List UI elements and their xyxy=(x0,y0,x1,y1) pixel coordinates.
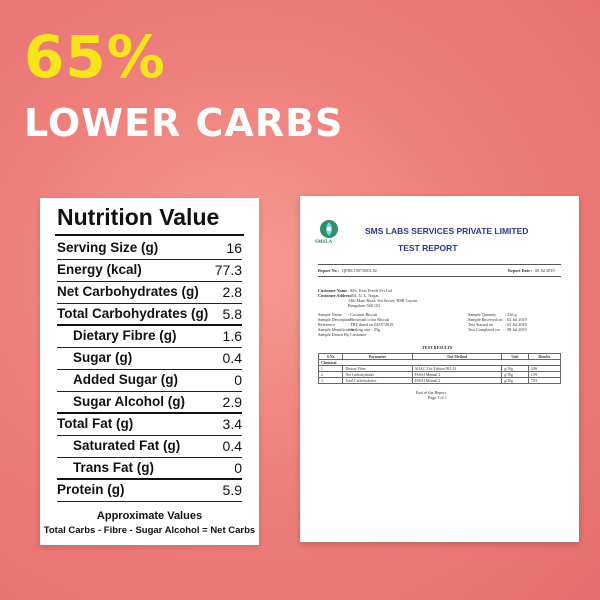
nutrition-row: Dietary Fibre (g) 1.6 xyxy=(57,326,242,348)
sample-name-label: Sample Name xyxy=(318,312,342,317)
sample-name: : Coconut Biscuit xyxy=(348,312,378,317)
received: : 02 Jul 2019 xyxy=(505,317,527,322)
headline-text: LOWER CARBS xyxy=(24,101,344,145)
cell-unit: g/10g xyxy=(501,377,529,384)
report-no-label: Report No : xyxy=(318,268,340,273)
nutrition-label: Serving Size (g) xyxy=(57,240,159,255)
cell-sno: 3 xyxy=(317,377,344,384)
nutrition-value: 5.9 xyxy=(222,482,242,498)
completed-label: Test Completed on xyxy=(468,327,500,332)
nutrition-row: Energy (kcal) 77.3 xyxy=(57,260,242,282)
nutrition-row: Sugar Alcohol (g) 2.9 xyxy=(57,392,242,414)
cell-method: FSSAI Manual 2 xyxy=(411,377,503,384)
report-company: SMS LABS SERVICES PRIVATE LIMITED xyxy=(365,226,529,236)
nutrition-label: Protein (g) xyxy=(57,482,125,497)
customer-name-label: Customer Name xyxy=(318,288,348,293)
nutrition-row: Added Sugar (g) 0 xyxy=(57,370,242,392)
identification: : Sealing size : 29g xyxy=(348,327,380,332)
nutrition-label: Sugar Alcohol (g) xyxy=(73,394,185,409)
nutrition-footer-formula: Total Carbs - Fibre - Sugar Alcohol = Ne… xyxy=(43,525,256,536)
nutrition-value: 1.6 xyxy=(222,328,242,344)
end-of-report: End of the Report xyxy=(416,390,446,395)
nutrition-row: Serving Size (g) 16 xyxy=(57,238,242,260)
customer-address-label: Customer Address xyxy=(318,293,351,298)
received-label: Sample Received on xyxy=(468,317,503,322)
nutrition-label: Energy (kcal) xyxy=(57,262,142,277)
nutrition-card: Nutrition Value Serving Size (g) 16 Energy… xyxy=(40,198,259,545)
customer-name: : M/s. Keto Foods Pvt Ltd xyxy=(348,288,392,293)
nutrition-value: 0.4 xyxy=(222,438,242,454)
report-divider-2 xyxy=(318,276,561,277)
nutrition-footer-approx: Approximate Values xyxy=(96,510,203,522)
identification-label: Sample Identification xyxy=(318,327,355,332)
nutrition-value: 77.3 xyxy=(214,262,242,278)
page-number: Page 1 of 1 xyxy=(428,395,447,400)
test-report-document: SMSLA SMS LABS SERVICES PRIVATE LIMITED … xyxy=(300,196,579,542)
nutrition-label: Saturated Fat (g) xyxy=(73,438,181,453)
nutrition-row: Saturated Fat (g) 0.4 xyxy=(57,436,242,458)
nutrition-label: Dietary Fibre (g) xyxy=(73,328,177,343)
table-row: 3 Total Carbohydrates FSSAI Manual 2 g/1… xyxy=(317,377,562,384)
report-divider-top xyxy=(318,264,561,265)
nutrition-label: Sugar (g) xyxy=(73,350,133,365)
sample-description-label: Sample Description xyxy=(318,317,352,322)
quantity: : 236 g xyxy=(505,312,517,317)
started: : 03 Jul 2019 xyxy=(505,322,527,327)
report-date-label: Report Date : xyxy=(508,268,533,273)
results-heading: TEST RESULTS xyxy=(422,345,453,350)
nutrition-title: Nutrition Value xyxy=(57,204,220,230)
nutrition-label: Net Carbohydrates (g) xyxy=(57,284,199,299)
nutrition-value: 5.8 xyxy=(222,306,242,322)
nutrition-label: Total Fat (g) xyxy=(57,416,134,431)
nutrition-row: Total Fat (g) 3.4 xyxy=(57,414,242,436)
nutrition-row: Net Carbohydrates (g) 2.8 xyxy=(57,282,242,304)
nutrition-value: 16 xyxy=(226,240,242,256)
nutrition-label: Total Carbohydrates (g) xyxy=(57,306,209,321)
quantity-label: Sample Quantity xyxy=(468,312,497,317)
report-date: 08 Jul 2019 xyxy=(535,268,555,273)
customer-address-line-3: Bangalore-560 102 xyxy=(348,303,381,308)
started-label: Test Started on xyxy=(468,322,494,327)
results-table: S.No Parameter Test Method Unit Results … xyxy=(317,353,562,384)
nutrition-value: 0 xyxy=(234,372,242,388)
drawn-by-label: Sample Drawn By xyxy=(318,332,349,337)
nutrition-value: 0 xyxy=(234,460,242,476)
report-no: QFBS/1907/0001/02 xyxy=(342,268,377,273)
reference: : TRF dated on 02/07/2019 xyxy=(348,322,394,327)
nutrition-top-rule xyxy=(55,234,244,236)
customer-address-line-1: : 104, G. L. Nagar, xyxy=(348,293,380,298)
nutrition-value: 2.8 xyxy=(222,284,242,300)
cell-parameter: Total Carbohydrates xyxy=(342,377,413,384)
logo-text: SMSLA xyxy=(315,240,333,245)
nutrition-row: Trans Fat (g) 0 xyxy=(57,458,242,480)
drawn-by: : Customer xyxy=(348,332,367,337)
nutrition-label: Added Sugar (g) xyxy=(73,372,178,387)
nutrition-value: 0.4 xyxy=(222,350,242,366)
reference-label: Reference xyxy=(318,322,335,327)
nutrition-row: Total Carbohydrates (g) 5.8 xyxy=(57,304,242,326)
completed: : 08 Jul 2019 xyxy=(505,327,527,332)
cell-result: 7.03 xyxy=(527,377,562,384)
report-title: TEST REPORT xyxy=(398,243,458,253)
customer-address-line-2: 14th Main Road, 5th Sector, HSR Layout xyxy=(348,298,418,303)
nutrition-value: 3.4 xyxy=(222,416,242,432)
sample-description: : Brownish color Biscuit xyxy=(348,317,390,322)
nutrition-row: Sugar (g) 0.4 xyxy=(57,348,242,370)
nutrition-row: Protein (g) 5.9 xyxy=(57,480,242,502)
lab-logo-icon xyxy=(320,220,338,238)
nutrition-label: Trans Fat (g) xyxy=(73,460,155,475)
headline-percent: 65% xyxy=(24,23,166,91)
nutrition-value: 2.9 xyxy=(222,394,242,410)
